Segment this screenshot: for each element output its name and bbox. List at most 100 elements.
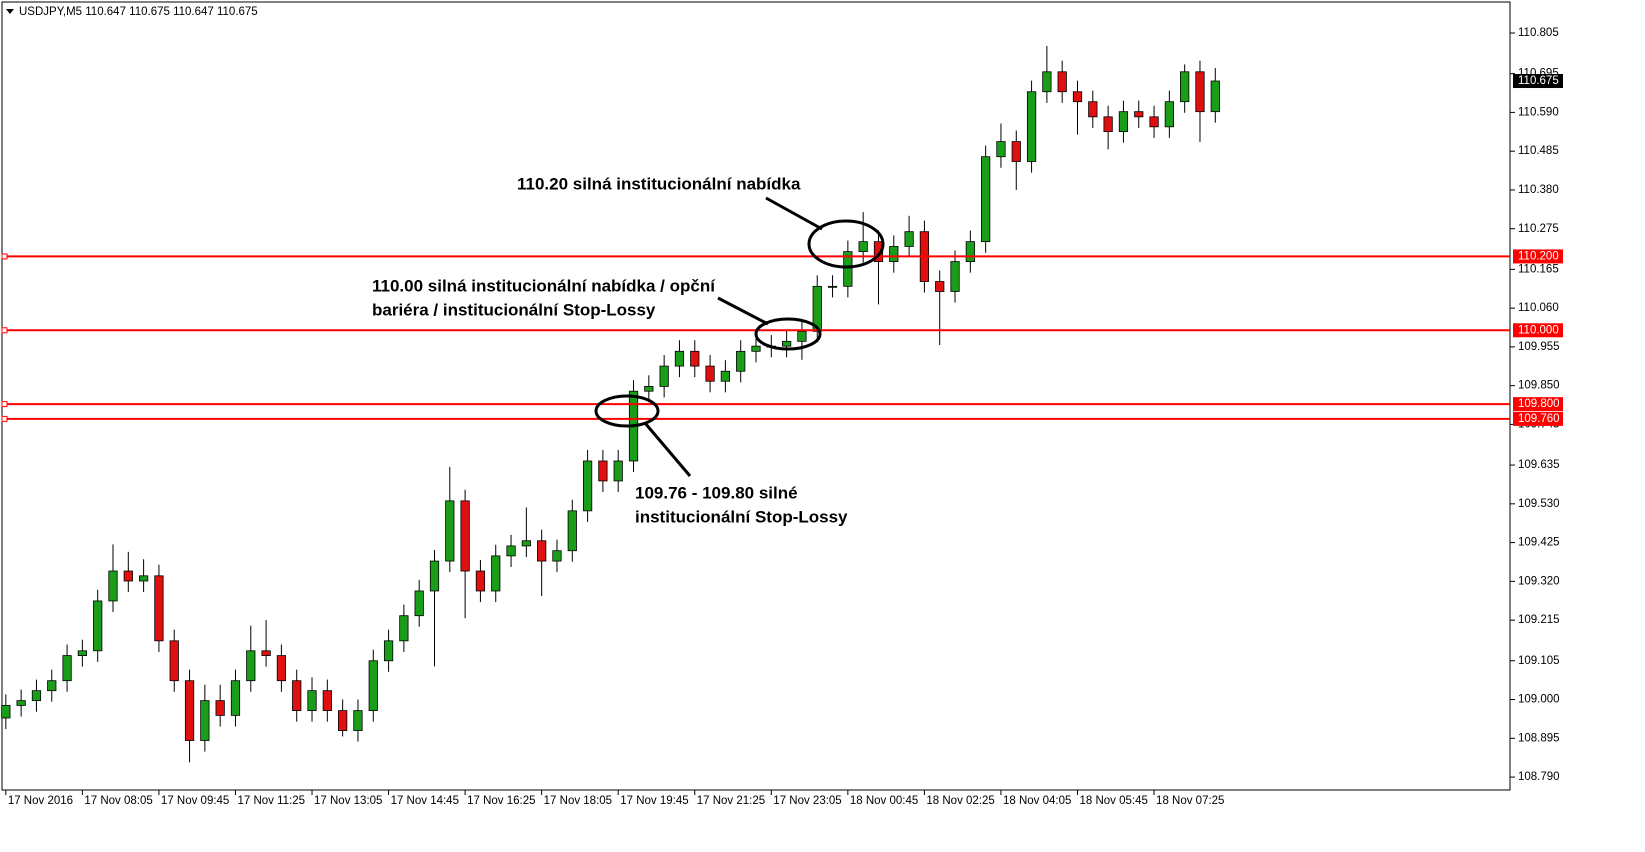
candle-body [690,350,700,367]
candle-body [598,460,608,482]
candle-body [812,285,822,332]
x-tick-label: 18 Nov 05:45 [1080,795,1148,807]
candle-body [353,710,363,731]
candle-body [720,370,730,382]
x-tick-label: 18 Nov 00:45 [850,795,918,807]
candle-body [537,540,547,562]
candle-body [154,575,164,642]
chart-title: USDJPY,M5 110.647 110.675 110.647 110.67… [19,6,258,18]
y-tick-label: 109.425 [1518,537,1560,549]
x-tick-label: 17 Nov 13:05 [314,795,382,807]
x-tick-label: 17 Nov 2016 [8,795,73,807]
x-tick-label: 18 Nov 04:05 [1003,795,1071,807]
candle-body [292,680,302,712]
x-tick-label: 17 Nov 09:45 [161,795,229,807]
x-tick-label: 17 Nov 19:45 [620,795,688,807]
pointer-line [643,422,692,477]
candle-body [475,570,486,592]
highlight-ellipse [754,317,822,351]
candle-body [827,285,838,288]
x-tick-label: 17 Nov 18:05 [544,795,612,807]
candle-body [935,281,945,292]
candle-body [77,650,87,656]
candle-body [582,460,593,512]
annotation: 109.76 - 109.80 silné [635,483,798,502]
candle-body [62,655,72,682]
levels: 110.200 110.000 109.800 109.760 110.675 [1,74,1563,426]
candle-body [1057,71,1067,93]
x-tick-label: 17 Nov 21:25 [697,795,765,807]
candle-body [383,640,394,662]
candle-body [613,460,623,482]
candle-body [246,650,256,682]
candle-body [276,655,287,682]
candle-body [506,545,516,557]
level-handle [1,327,8,334]
candle-body [445,500,455,562]
candle-body [782,340,792,347]
candle-body [460,500,470,572]
y-tick-label: 109.320 [1518,575,1560,587]
candle-body [950,261,960,292]
candle-body [31,690,42,702]
y-tick-label: 110.380 [1518,184,1559,196]
level-label-box [1513,323,1563,338]
y-tick-label: 109.635 [1518,459,1560,471]
candle-body [108,570,118,602]
candle-body [399,615,409,642]
x-tick-label: 17 Nov 23:05 [773,795,841,807]
candle-body [521,540,531,547]
plot-frame [1,1,1511,791]
candle-body [659,365,669,387]
x-tick-label: 18 Nov 07:25 [1156,795,1224,807]
candle-body [16,700,26,706]
x-tick-label: 17 Nov 11:25 [237,795,305,807]
y-tick-label: 110.275 [1518,223,1559,235]
candle-body [1180,71,1190,103]
candle-body [1149,116,1159,128]
highlight-ellipse [594,394,660,428]
candle-body [230,680,241,716]
candle-body [797,330,807,342]
candle-body [368,660,378,712]
candle-body [429,560,440,592]
candle-body [491,555,501,592]
annotations: 110.20 silná institucionální nabídka 110.… [372,174,885,526]
level-label: 110.000 [1518,324,1559,336]
y-tick-label: 108.895 [1518,732,1560,744]
candle-body [996,141,1006,158]
y-tick-label: 110.590 [1518,106,1559,118]
level-label: 110.200 [1518,250,1559,262]
candle-body [1210,80,1220,113]
x-tick-label: 17 Nov 16:25 [467,795,535,807]
candle-body [1072,91,1083,103]
candle-body [858,241,868,253]
annotation: 110.20 silná institucionální nabídka [517,174,801,193]
pointer-line [717,296,769,326]
price-label-box [1513,74,1563,89]
level-handle [1,415,8,422]
y-tick-label: 110.165 [1518,263,1559,275]
candle-body [1011,141,1021,162]
candle-body [705,365,715,382]
menu-arrow [6,9,14,14]
x-tick-label: 17 Nov 08:05 [84,795,152,807]
candle-body [1,705,11,719]
y-tick-label: 109.215 [1518,614,1560,626]
candle-body [567,510,577,552]
candle-body [644,385,654,392]
y-tick-label: 110.805 [1518,27,1559,39]
candle-body [751,345,761,352]
pointer-line [765,196,823,231]
level-label: 109.760 [1518,413,1560,425]
candle-body [261,650,271,656]
level-label: 109.800 [1518,398,1560,410]
candle-body [169,640,179,682]
candle-body [93,600,103,652]
candle-body [843,251,853,287]
candles [1,45,1220,763]
level-handle [1,401,8,408]
candle-body [184,680,195,741]
annotation: bariéra / institucionální Stop-Lossy [372,300,656,319]
candle-body [1195,71,1205,113]
